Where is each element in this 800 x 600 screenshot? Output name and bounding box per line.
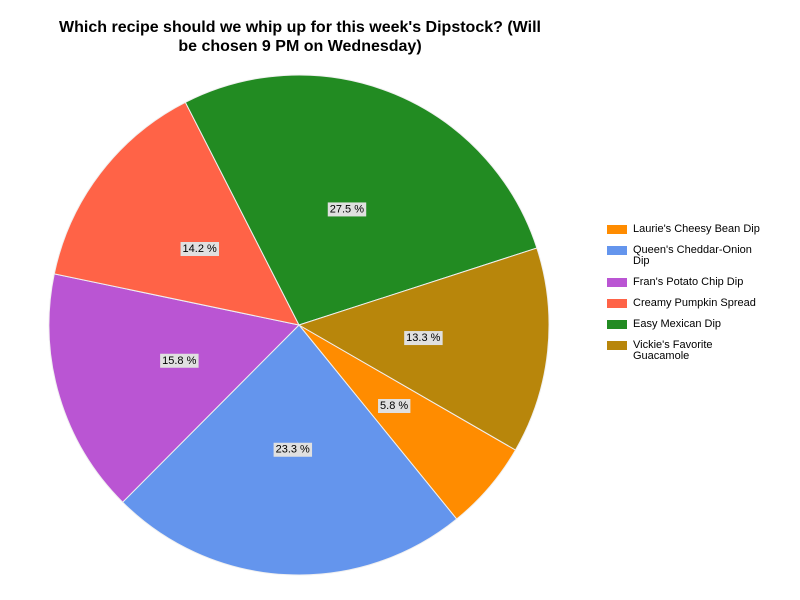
data-label-bg xyxy=(404,331,443,346)
data-label-bg xyxy=(378,399,411,414)
data-label-bg xyxy=(160,353,199,368)
legend-item: Easy Mexican Dip xyxy=(607,319,772,330)
data-label: 27.5 % xyxy=(330,203,364,215)
legend-item: Vickie's Favorite Guacamole xyxy=(607,340,772,362)
data-label: 5.8 % xyxy=(380,400,408,412)
data-label-bg xyxy=(180,242,220,257)
data-label: 14.2 % xyxy=(183,243,217,255)
data-label: 23.3 % xyxy=(276,444,310,456)
legend-label: Queen's Cheddar-Onion Dip xyxy=(633,244,752,267)
legend-label: Vickie's Favorite Guacamole xyxy=(633,339,713,362)
data-label-bg xyxy=(273,442,313,457)
legend-label: Fran's Potato Chip Dip xyxy=(633,276,744,288)
pie-slice xyxy=(297,247,550,451)
data-label-group: 27.5 % xyxy=(327,202,367,217)
data-label-bg xyxy=(327,202,367,217)
legend-item: Laurie's Cheesy Bean Dip xyxy=(607,224,772,235)
legend-item: Queen's Cheddar-Onion Dip xyxy=(607,245,772,267)
legend-item: Fran's Potato Chip Dip xyxy=(607,277,772,288)
data-label-group: 5.8 % xyxy=(378,399,411,414)
data-label-group: 13.3 % xyxy=(404,331,443,346)
chart-title: Which recipe should we whip up for this … xyxy=(59,19,541,55)
legend-label: Creamy Pumpkin Spread xyxy=(633,297,756,309)
legend: Laurie's Cheesy Bean Dip Queen's Cheddar-… xyxy=(607,224,772,372)
legend-swatch xyxy=(607,341,627,350)
data-label: 13.3 % xyxy=(406,332,440,344)
legend-swatch xyxy=(607,278,627,287)
data-label: 15.8 % xyxy=(162,355,196,367)
data-label-group: 14.2 % xyxy=(180,242,220,257)
data-label-group: 23.3 % xyxy=(273,442,313,457)
legend-swatch xyxy=(607,246,627,255)
legend-swatch xyxy=(607,320,627,329)
legend-label: Laurie's Cheesy Bean Dip xyxy=(633,223,760,235)
data-label-group: 15.8 % xyxy=(160,353,199,368)
legend-label: Easy Mexican Dip xyxy=(633,318,722,330)
pie-slice xyxy=(184,74,538,326)
pie-slice xyxy=(53,101,300,326)
pie-slice xyxy=(48,273,301,503)
legend-item: Creamy Pumpkin Spread xyxy=(607,298,772,309)
legend-swatch xyxy=(607,225,627,234)
legend-swatch xyxy=(607,299,627,308)
